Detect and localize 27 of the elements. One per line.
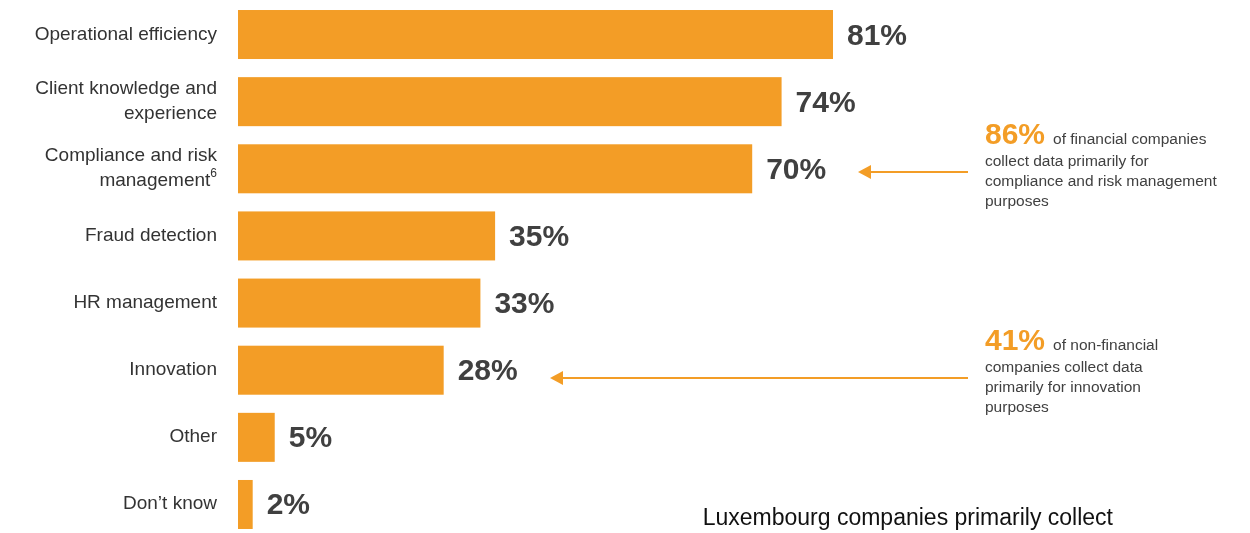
y-tick-label: Client knowledge and experience xyxy=(35,77,217,124)
data-label: 81% xyxy=(847,17,908,51)
bar xyxy=(238,211,496,261)
data-label: 70% xyxy=(766,151,827,185)
text: 86% of financial companies collect data primarily for compliance and risk management purposes xyxy=(985,117,1218,209)
data-label: 33% xyxy=(494,286,555,320)
data-label: 28% xyxy=(457,353,518,387)
data-label: 5% xyxy=(288,420,333,454)
bar xyxy=(238,10,833,60)
y-tick-label: Operational efficiency xyxy=(34,22,218,44)
y-tick-label: Fraud detection xyxy=(84,223,217,245)
bar xyxy=(238,278,481,328)
y-tick-label: Don’t know xyxy=(123,492,218,514)
data-label: 2% xyxy=(266,487,311,521)
bar xyxy=(238,479,253,529)
data-label: 74% xyxy=(795,84,856,118)
text: Luxembourg companies primarily collect xyxy=(702,504,1114,530)
y-tick-label: Innovation xyxy=(129,358,217,380)
text: 41% of non-financial companies collect data primarily for innovation purposes xyxy=(985,323,1159,415)
bar xyxy=(238,77,782,127)
data-label: 35% xyxy=(509,218,570,252)
y-tick-label: Compliance and risk management$^{6}$ xyxy=(44,144,218,191)
y-tick-label: HR management xyxy=(73,291,218,313)
bar xyxy=(238,412,275,462)
bar xyxy=(238,345,444,395)
bar xyxy=(238,144,753,194)
y-tick-label: Other xyxy=(169,425,218,447)
